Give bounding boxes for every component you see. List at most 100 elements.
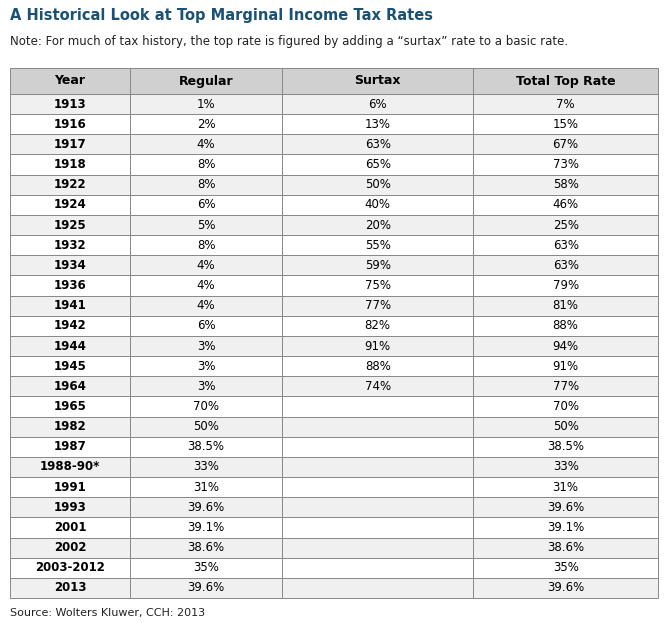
Bar [282,497,473,517]
Text: 55%: 55% [365,239,390,252]
Text: 3%: 3% [197,380,215,393]
Text: 39.1%: 39.1% [187,521,224,534]
Bar [473,477,658,497]
Bar [473,155,658,174]
Bar [473,457,658,477]
Bar [473,376,658,396]
Bar [10,68,130,94]
Bar [10,275,130,295]
Text: 31%: 31% [552,480,579,493]
Text: 2002: 2002 [54,541,86,554]
Bar [130,578,282,598]
Text: 20%: 20% [365,219,390,232]
Bar [282,195,473,215]
Bar [10,457,130,477]
Bar [282,396,473,417]
Text: 63%: 63% [552,239,579,252]
Bar [10,155,130,174]
Text: 77%: 77% [365,299,391,312]
Text: 59%: 59% [365,259,390,272]
Text: 5%: 5% [197,219,215,232]
Bar [282,538,473,558]
Bar [282,336,473,356]
Bar [282,135,473,155]
Bar [130,195,282,215]
Text: 33%: 33% [553,460,579,473]
Bar [10,336,130,356]
Bar [10,114,130,135]
Text: 1932: 1932 [54,239,86,252]
Bar [10,356,130,376]
Text: 15%: 15% [552,118,579,131]
Text: Regular: Regular [179,75,233,87]
Text: 39.6%: 39.6% [187,581,224,594]
Bar [282,295,473,316]
Text: 1987: 1987 [54,440,86,454]
Bar [10,558,130,578]
Text: 6%: 6% [197,198,215,211]
Bar [10,255,130,275]
Bar [130,295,282,316]
Text: 1945: 1945 [54,359,87,373]
Text: 88%: 88% [365,359,390,373]
Bar [130,135,282,155]
Text: 91%: 91% [365,340,391,353]
Text: 1918: 1918 [54,158,86,171]
Bar [130,517,282,538]
Bar [473,295,658,316]
Bar [282,477,473,497]
Bar [473,94,658,114]
Text: 3%: 3% [197,359,215,373]
Text: 1965: 1965 [54,400,87,413]
Bar [10,417,130,437]
Bar [282,155,473,174]
Text: 35%: 35% [193,561,219,574]
Bar [282,68,473,94]
Bar [130,437,282,457]
Bar [130,275,282,295]
Bar [473,356,658,376]
Text: 1917: 1917 [54,138,86,151]
Text: 70%: 70% [552,400,579,413]
Text: 79%: 79% [552,279,579,292]
Text: 40%: 40% [365,198,390,211]
Bar [473,235,658,255]
Bar [282,235,473,255]
Bar [282,356,473,376]
Text: 50%: 50% [365,178,390,191]
Bar [10,195,130,215]
Bar [10,235,130,255]
Bar [473,255,658,275]
Bar [473,275,658,295]
Text: 73%: 73% [552,158,579,171]
Text: 91%: 91% [552,359,579,373]
Text: 39.6%: 39.6% [547,501,584,514]
Bar [473,437,658,457]
Bar [473,517,658,538]
Text: Surtax: Surtax [355,75,401,87]
Bar [10,295,130,316]
Text: 1922: 1922 [54,178,86,191]
Bar [10,396,130,417]
Text: 1913: 1913 [54,98,86,110]
Text: 81%: 81% [552,299,579,312]
Text: 2001: 2001 [54,521,86,534]
Bar [473,114,658,135]
Bar [10,376,130,396]
Text: 39.6%: 39.6% [187,501,224,514]
Bar [10,538,130,558]
Text: 8%: 8% [197,178,215,191]
Text: 35%: 35% [553,561,579,574]
Bar [473,68,658,94]
Text: 4%: 4% [197,138,215,151]
Text: 38.5%: 38.5% [187,440,224,454]
Text: Year: Year [54,75,85,87]
Text: 6%: 6% [197,320,215,332]
Bar [10,497,130,517]
Bar [282,437,473,457]
Text: 67%: 67% [552,138,579,151]
Bar [130,477,282,497]
Bar [130,497,282,517]
Bar [473,538,658,558]
Text: Source: Wolters Kluwer, CCH: 2013: Source: Wolters Kluwer, CCH: 2013 [10,608,205,618]
